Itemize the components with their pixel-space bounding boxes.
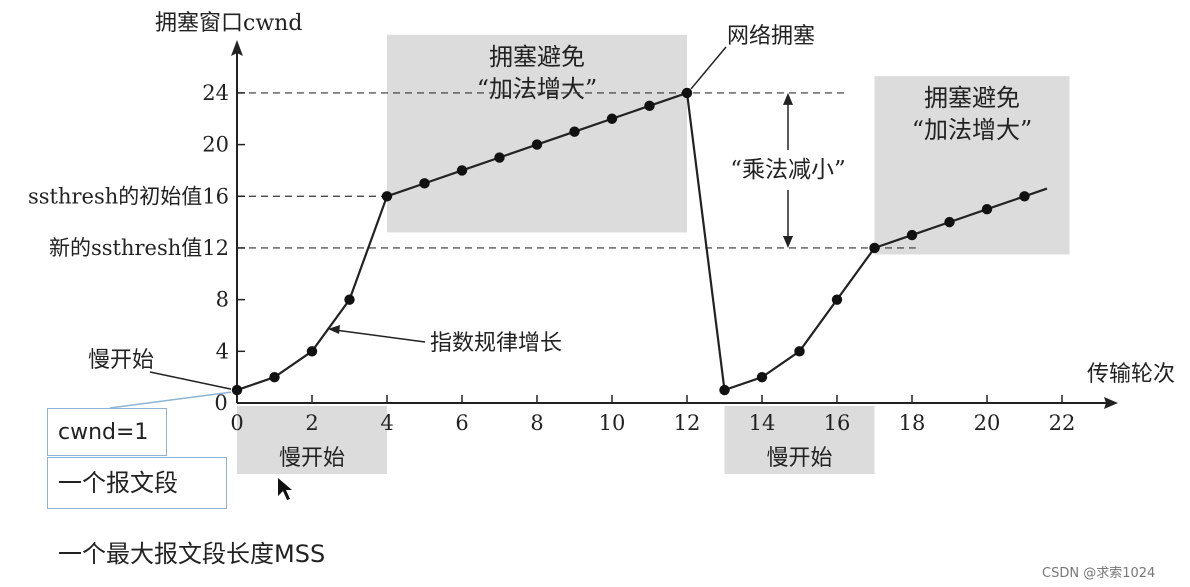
y-tick-label-16: ssthresh的初始值16 [28, 184, 229, 208]
footer-mss-label: 一个最大报文段长度MSS [58, 540, 326, 568]
footer-mss: 一个最大报文段长度MSS [58, 534, 325, 569]
data-point-12 [681, 87, 693, 99]
region-congestion-avoidance-label-1-0: 拥塞避免 [489, 43, 585, 71]
data-point-8 [531, 139, 543, 150]
region-slow-start-label-2: 慢开始 [766, 446, 832, 471]
data-point-18 [906, 229, 918, 241]
data-point-21 [1019, 191, 1030, 202]
x-tick-label-16: 16 [824, 411, 851, 435]
x-axis-arrow [1104, 397, 1118, 409]
annotation-exponential-arrowhead [328, 325, 340, 334]
x-tick-label-14: 14 [749, 411, 776, 435]
x-tick-label-6: 6 [455, 411, 468, 435]
annotation-multiplicative: “乘法减小” [730, 157, 846, 183]
y-axis-title: 拥塞窗口cwnd [155, 11, 302, 36]
cwnd-box: cwnd=1 [47, 408, 167, 456]
region-slow-start-0 [237, 406, 387, 474]
data-point-11 [644, 100, 655, 112]
segment-box: 一个报文段 [47, 457, 227, 509]
x-tick-label-8: 8 [530, 411, 543, 435]
x-tick-label-22: 22 [1049, 411, 1076, 435]
annotation-exponential-leader [334, 329, 426, 343]
data-point-5 [419, 178, 430, 189]
annotation-exponential: 指数规律增长 [430, 331, 562, 356]
series-layer [231, 87, 1048, 396]
x-tick-label-10: 10 [599, 411, 626, 435]
data-point-17 [869, 242, 880, 254]
data-point-7 [494, 152, 505, 163]
data-point-1 [269, 371, 280, 383]
data-point-16 [831, 294, 843, 305]
y-tick-label-12: 新的ssthresh值12 [49, 236, 229, 260]
callout-cwnd-leader [109, 391, 232, 409]
x-axis-title: 传输轮次 [1087, 362, 1175, 387]
x-tick-label-12: 12 [674, 411, 701, 435]
x-tick-label-0: 0 [230, 411, 243, 435]
region-congestion-avoidance-1 [387, 34, 687, 233]
ticks-layer: 0 2 4 6 8 10 12 14 16 18 20 22048新的ssthresh值12ssthr… [28, 81, 1075, 435]
annotation-congestion-leader [690, 46, 727, 90]
annotation-decrease-arrowhead-down [783, 235, 793, 248]
cwnd-box-label: cwnd=1 [58, 420, 149, 445]
x-tick-label-18: 18 [899, 411, 926, 435]
region-slow-start-label-0: 慢开始 [279, 446, 345, 471]
region-congestion-avoidance-3 [874, 76, 1070, 255]
data-point-0 [231, 384, 243, 396]
watermark: CSDN @求索1024 [1042, 562, 1155, 581]
region-congestion-avoidance-label-3-1: “加法增大” [912, 116, 1033, 144]
y-tick-label-24: 24 [202, 81, 229, 105]
data-point-9 [569, 126, 580, 137]
guides-layer [237, 92, 916, 249]
annotation-slow-start: 慢开始 [88, 348, 154, 373]
origin-label-0: 0 [214, 391, 227, 415]
regions-layer: 慢开始 拥塞避免 “加法增大” 慢开始 拥塞避免 “加法增大” [237, 34, 1070, 474]
annotation-decrease-arrowhead-up [783, 92, 793, 105]
data-point-14 [756, 371, 768, 383]
x-tick-label-20: 20 [974, 411, 1001, 435]
region-congestion-avoidance-label-1-1: “加法增大” [477, 75, 598, 103]
axes-layer: 拥塞窗口cwnd 传输轮次 [155, 11, 1175, 409]
y-axis-arrow [231, 40, 243, 56]
x-tick-label-4: 4 [380, 411, 393, 435]
annotation-congestion: 网络拥塞 [727, 24, 815, 49]
data-point-4 [381, 191, 393, 202]
y-tick-label-4: 4 [216, 339, 229, 363]
data-point-6 [456, 165, 468, 176]
data-point-10 [606, 113, 618, 124]
data-point-3 [344, 294, 355, 305]
x-tick-label-2: 2 [305, 411, 318, 435]
y-tick-label-8: 8 [216, 288, 229, 312]
y-tick-label-20: 20 [202, 133, 229, 157]
data-point-19 [944, 216, 955, 228]
mouse-cursor-icon [278, 478, 292, 500]
annotation-slow-start-leader [149, 371, 232, 390]
segment-box-label: 一个报文段 [58, 469, 178, 497]
region-congestion-avoidance-label-3-0: 拥塞避免 [924, 84, 1020, 112]
watermark-label: CSDN @求索1024 [1042, 566, 1156, 581]
data-point-20 [981, 204, 993, 215]
region-slow-start-2 [724, 406, 875, 474]
data-point-2 [306, 346, 318, 357]
data-point-15 [794, 346, 805, 357]
data-point-13 [719, 384, 730, 396]
